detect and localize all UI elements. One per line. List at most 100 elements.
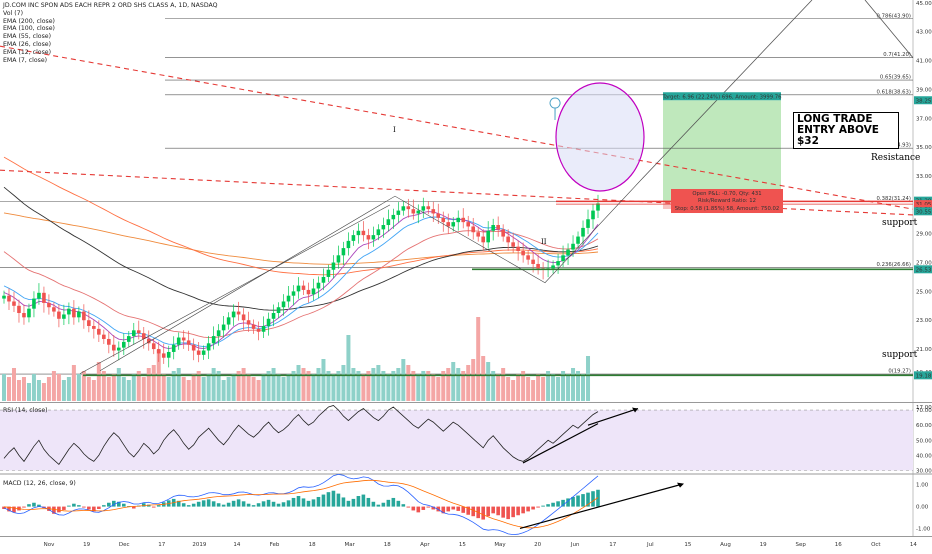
macd-hist-bar (361, 494, 366, 507)
volume-bar (356, 371, 361, 401)
candle-body (436, 213, 441, 218)
volume-bar (201, 377, 206, 401)
volume-bar (516, 374, 521, 401)
rsi-line (3, 405, 599, 466)
ema-100-line (3, 156, 599, 276)
candle-body (286, 295, 291, 302)
volume-bar (191, 374, 196, 401)
price-badge-bg (914, 200, 932, 209)
macd-hist-bar (311, 499, 316, 507)
macd-hist-bar (526, 506, 530, 512)
volume-bar (26, 383, 31, 401)
x-tick-label: 15 (684, 542, 691, 548)
candle-body (426, 206, 431, 210)
rsi-tick-label: 30.00 (916, 468, 932, 474)
candle-body (176, 337, 181, 345)
macd-hist-bar (102, 505, 106, 507)
candle-body (371, 235, 376, 240)
macd-hist-bar (431, 506, 436, 510)
volume-bar (466, 365, 471, 401)
macd-hist-bar (471, 506, 476, 517)
volume-bar (481, 356, 486, 401)
macd-arrowhead (677, 482, 684, 488)
candle-body (501, 229, 505, 237)
macd-hist-bar (141, 503, 146, 507)
candle-body (161, 353, 166, 358)
candle-body (471, 226, 476, 233)
candle-body (551, 265, 555, 269)
macd-hist-bar (256, 503, 261, 507)
volume-bar (431, 374, 436, 401)
candle-body (112, 344, 116, 351)
candle-body (42, 292, 46, 303)
x-tick-label: 14 (233, 542, 240, 548)
candle-body (346, 240, 351, 249)
candle-body (226, 317, 231, 325)
candle-body (321, 276, 326, 283)
wave-i-label: I (393, 126, 396, 134)
legend-ema26: EMA (26, close) (3, 40, 52, 48)
volume-bar (241, 368, 246, 401)
candle-body (291, 291, 296, 296)
volume-bar (511, 380, 516, 401)
volume-bar (376, 365, 381, 401)
macd-hist-bar (156, 505, 161, 507)
volume-bar (321, 359, 326, 401)
ema-55-line (3, 186, 599, 311)
macd-hist-bar (306, 500, 311, 507)
candle-body (516, 246, 520, 251)
volume-bar (571, 368, 576, 401)
macd-hist-bar (271, 501, 276, 507)
macd-hist-bar (486, 506, 490, 517)
macd-hist-bar (376, 504, 381, 507)
candle-body (62, 314, 66, 319)
rsi-trendline (522, 423, 599, 464)
macd-hist-bar (366, 497, 371, 507)
macd-hist-bar (576, 495, 580, 507)
macd-hist-bar (391, 497, 396, 507)
macd-hist-bar (531, 506, 535, 510)
target-label-bg (663, 92, 781, 101)
candle-body (136, 330, 141, 334)
macd-hist-bar (451, 506, 456, 510)
candle-body (446, 222, 451, 227)
price-tick-label: 17.00 (916, 405, 932, 411)
macd-hist-bar (57, 506, 61, 513)
macd-hist-bar (516, 506, 520, 516)
candle-body (211, 336, 216, 344)
macd-hist-bar (52, 506, 56, 514)
macd-hist-bar (551, 502, 555, 507)
price-tick-label: 41.00 (916, 59, 932, 65)
macd-hist-bar (37, 504, 41, 507)
rsi-tick-label: 40.00 (916, 453, 932, 459)
candle-body (406, 206, 411, 210)
volume-bar (11, 368, 16, 401)
price-badge-label: 26.53 (916, 267, 932, 273)
price-tick-label: 35.00 (916, 145, 932, 151)
volume-bar (471, 359, 476, 401)
candle-body (391, 214, 396, 220)
volume-bar (276, 374, 281, 401)
volume-bar (56, 374, 61, 401)
candle-body (421, 206, 426, 211)
x-tick-label: 17 (158, 542, 165, 548)
macd-hist-bar (131, 506, 136, 509)
volume-bar (131, 374, 136, 401)
price-badge-label: 30.55 (916, 209, 932, 215)
volume-bar (531, 380, 536, 401)
macd-hist-bar (32, 502, 36, 507)
price-tick-label: 45.00 (916, 1, 932, 7)
rsi-tick-label: 60.00 (916, 423, 932, 429)
candle-body (396, 210, 401, 215)
macd-hist-bar (82, 506, 86, 508)
volume-bar (66, 377, 71, 401)
volume-bar (81, 371, 86, 401)
volume-bar (196, 371, 201, 401)
volume-bar (521, 371, 526, 401)
fib-label-5: 0.382(31.24) (877, 196, 911, 202)
support-label-upper: support (882, 218, 918, 228)
price-tick-label: 27.00 (916, 261, 932, 267)
macd-hist-bar (296, 496, 301, 507)
macd-hist-bar (112, 500, 116, 507)
